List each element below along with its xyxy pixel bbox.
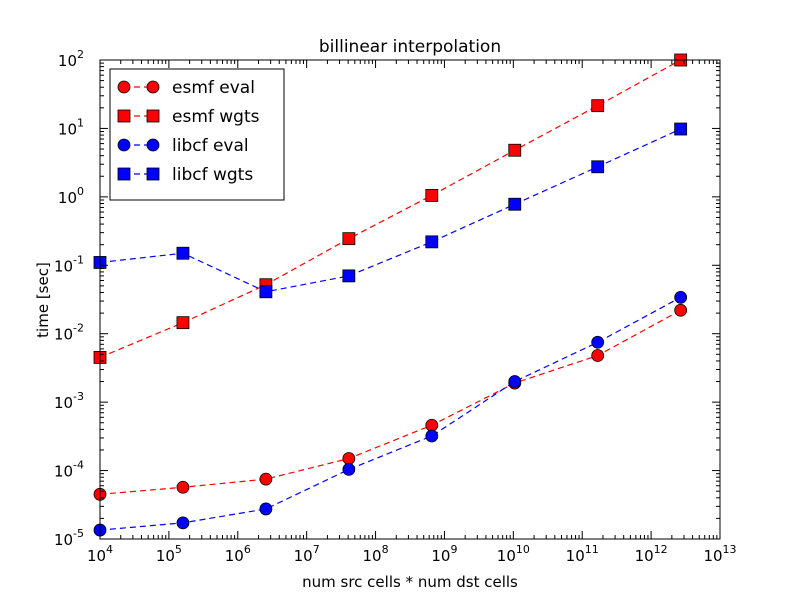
y-axis-label: time [sec] [34, 262, 52, 338]
x-tick-label: 1013 [703, 543, 736, 565]
data-point [176, 246, 190, 260]
x-tick-exponent: 5 [175, 543, 182, 556]
data-point [425, 235, 439, 249]
series-line [99, 128, 681, 293]
y-tick-exponent: 2 [77, 48, 84, 61]
data-point [176, 516, 190, 530]
legend-marker [117, 80, 131, 94]
y-tick-exponent: -4 [73, 459, 84, 472]
y-tick-label: 10-4 [54, 459, 84, 481]
data-point [342, 232, 356, 246]
x-tick-label: 1010 [497, 543, 530, 565]
series-libcf-eval [93, 290, 688, 537]
x-axis-label: num src cells * num dst cells [302, 573, 518, 591]
data-point [176, 316, 190, 330]
data-point [342, 463, 356, 476]
chart-title: billinear interpolation [319, 37, 501, 57]
y-tick-exponent: -1 [73, 253, 84, 266]
data-point [674, 290, 688, 304]
data-layer [93, 53, 688, 537]
x-tick-exponent: 7 [313, 543, 320, 556]
y-tick-label: 101 [58, 116, 84, 138]
legend-label: esmf wgts [172, 107, 260, 127]
data-point [259, 285, 273, 299]
x-tick-exponent: 12 [654, 543, 668, 556]
data-point [591, 349, 605, 362]
x-tick-exponent: 6 [244, 543, 251, 556]
series-esmf-eval [93, 303, 688, 501]
legend-marker [117, 109, 131, 123]
x-tick-label: 1012 [635, 543, 668, 565]
y-tick-label: 10-1 [54, 253, 84, 275]
y-tick-label: 10-2 [54, 322, 84, 344]
y-tick-exponent: 1 [77, 116, 84, 129]
legend-label: libcf eval [172, 136, 249, 156]
legend-entry: libcf eval [117, 136, 249, 156]
x-tick-exponent: 4 [106, 543, 113, 556]
legend-frame [109, 68, 285, 201]
data-point [591, 335, 605, 349]
data-point [591, 99, 605, 113]
data-point [425, 189, 439, 202]
y-tick-exponent: -3 [73, 390, 84, 403]
y-tick-exponent: 0 [77, 185, 84, 198]
x-tick-label: 1011 [566, 543, 599, 565]
data-point [425, 418, 439, 432]
data-point [259, 502, 273, 516]
data-point [176, 480, 190, 494]
legend-marker [146, 167, 160, 181]
legend-marker [117, 167, 131, 181]
x-tick-label: 105 [156, 543, 182, 565]
x-tick-exponent: 11 [585, 543, 599, 556]
data-point [508, 197, 522, 211]
series-line [99, 59, 681, 358]
legend-entry: esmf eval [117, 78, 255, 98]
legend-label: esmf eval [172, 78, 255, 98]
x-tick-label: 107 [294, 543, 320, 565]
series-libcf-wgts [93, 122, 688, 299]
data-point [342, 452, 356, 465]
legend-entry: esmf wgts [117, 107, 260, 127]
legend: esmf eval esmf wgts libcf eval libcf wgts [109, 68, 285, 201]
y-tick-label: 100 [58, 185, 84, 207]
x-tick-exponent: 8 [382, 543, 389, 556]
legend-label: libcf wgts [172, 165, 253, 185]
data-point [508, 375, 522, 388]
data-point [674, 122, 688, 136]
legend-marker [146, 109, 160, 123]
x-tick-exponent: 9 [450, 543, 457, 556]
data-point [342, 269, 356, 283]
data-point [508, 143, 522, 157]
x-tick-exponent: 10 [516, 543, 530, 556]
x-tick-label: 106 [225, 543, 251, 565]
x-tick-label: 109 [431, 543, 457, 565]
data-point [425, 429, 439, 443]
data-point [674, 303, 688, 317]
legend-marker [146, 138, 160, 152]
y-tick-label: 10-5 [54, 527, 84, 549]
y-tick-exponent: -2 [73, 322, 84, 335]
y-tick-label: 10-3 [54, 390, 84, 412]
data-point [591, 160, 605, 174]
y-tick-label: 102 [58, 48, 84, 70]
data-point [259, 472, 273, 486]
legend-marker [117, 138, 131, 152]
x-tick-exponent: 13 [723, 543, 737, 556]
legend-marker [146, 80, 160, 94]
y-tick-exponent: -5 [73, 527, 84, 540]
series-line [99, 296, 681, 531]
x-tick-label: 104 [87, 543, 113, 565]
x-tick-label: 108 [363, 543, 389, 565]
plot-frame [99, 59, 721, 540]
legend-entry: libcf wgts [117, 165, 253, 185]
